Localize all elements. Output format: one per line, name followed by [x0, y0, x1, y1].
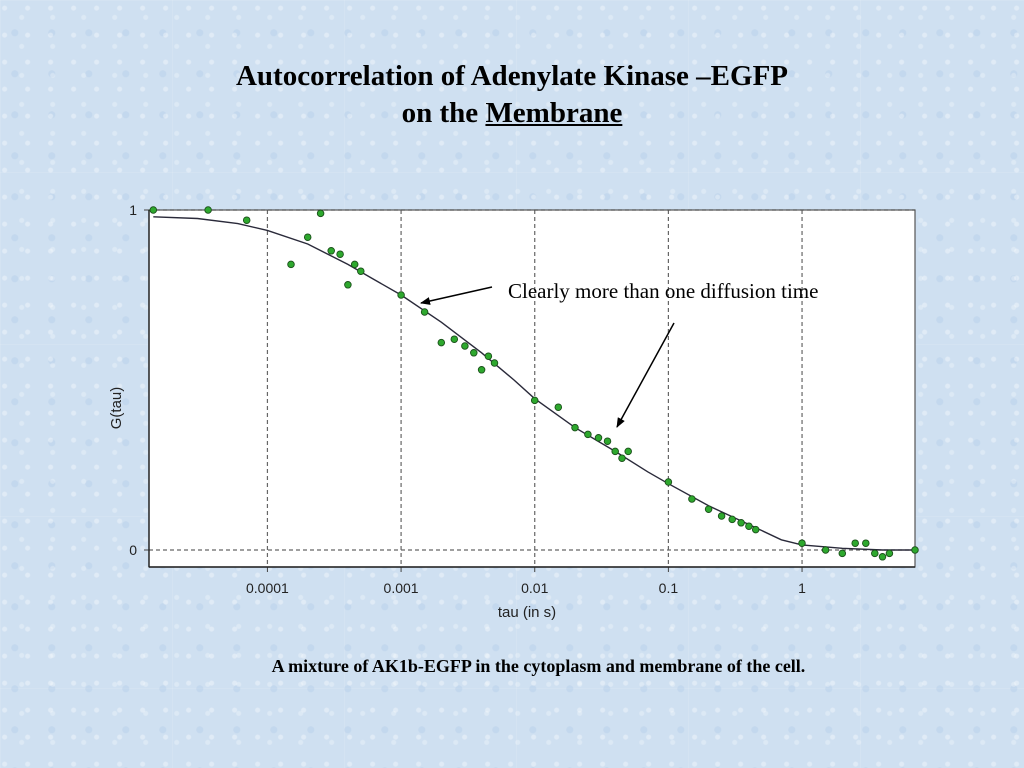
- data-point: [490, 359, 499, 367]
- data-point: [737, 519, 745, 527]
- data-point: [242, 216, 251, 224]
- data-point: [437, 338, 446, 347]
- data-point: [571, 423, 579, 432]
- data-point: [603, 437, 612, 445]
- data-point: [618, 454, 626, 462]
- x-tick-label: 0.1: [659, 580, 679, 596]
- data-point: [484, 352, 493, 360]
- data-point: [751, 525, 760, 534]
- x-tick-label: 1: [798, 580, 806, 596]
- data-point: [821, 546, 830, 554]
- title-underlined-word: Membrane: [485, 97, 623, 129]
- data-point: [871, 549, 879, 558]
- data-point: [420, 308, 429, 316]
- annotation-arrow-down: [616, 322, 675, 428]
- x-axis-title: tau (in s): [498, 604, 556, 621]
- title-line-1: Autocorrelation of Adenylate Kinase –EGF…: [235, 60, 789, 92]
- data-point: [397, 291, 405, 299]
- data-point: [357, 267, 365, 275]
- data-point: [461, 342, 469, 350]
- data-point: [862, 539, 870, 547]
- data-point: [798, 539, 806, 547]
- data-point: [624, 447, 632, 456]
- data-point: [450, 335, 459, 343]
- data-point: [344, 281, 352, 289]
- y-tick-label: 1: [129, 202, 137, 218]
- title-line-2: on the Membrane: [0, 95, 1024, 132]
- data-point: [316, 209, 325, 218]
- x-tick-label: 0.01: [521, 580, 548, 596]
- y-tick-label: 0: [129, 542, 137, 558]
- data-point: [911, 546, 919, 554]
- data-point: [554, 403, 563, 411]
- data-point: [477, 366, 486, 374]
- data-point: [530, 396, 539, 405]
- data-point: [851, 539, 859, 547]
- data-point: [149, 206, 158, 214]
- data-point: [303, 233, 312, 241]
- data-point: [664, 478, 673, 486]
- plot-background: [149, 210, 915, 567]
- x-tick-label: 0.001: [384, 580, 419, 596]
- annotation-arrow-left: [420, 286, 493, 305]
- data-point: [204, 206, 212, 214]
- annotation-text: Clearly more than one diffusion time: [508, 279, 818, 303]
- data-point: [287, 260, 295, 269]
- data-point: [350, 260, 359, 269]
- data-point: [327, 247, 335, 255]
- data-point: [704, 505, 713, 513]
- plot-area: 0.0001 0.001 0.01 0.1 1 0 1 tau (in s) G(tau): [108, 202, 919, 621]
- title-line-2-prefix: on the: [401, 97, 486, 129]
- data-point: [611, 447, 619, 456]
- data-point: [885, 549, 894, 558]
- data-point: [594, 434, 603, 442]
- data-point: [878, 553, 887, 561]
- slide-caption: A mixture of AK1b-EGFP in the cytoplasm …: [271, 656, 806, 676]
- x-tick-label: 0.0001: [246, 580, 289, 596]
- data-point: [584, 430, 592, 439]
- data-point: [745, 522, 753, 530]
- data-point: [728, 515, 736, 524]
- data-point: [688, 495, 696, 503]
- data-point: [838, 549, 847, 558]
- slide-title: Autocorrelation of Adenylate Kinase –EGF…: [0, 58, 1024, 132]
- data-point: [336, 250, 344, 258]
- y-axis-title: G(tau): [108, 387, 125, 430]
- data-point: [470, 349, 478, 357]
- data-point: [717, 512, 726, 520]
